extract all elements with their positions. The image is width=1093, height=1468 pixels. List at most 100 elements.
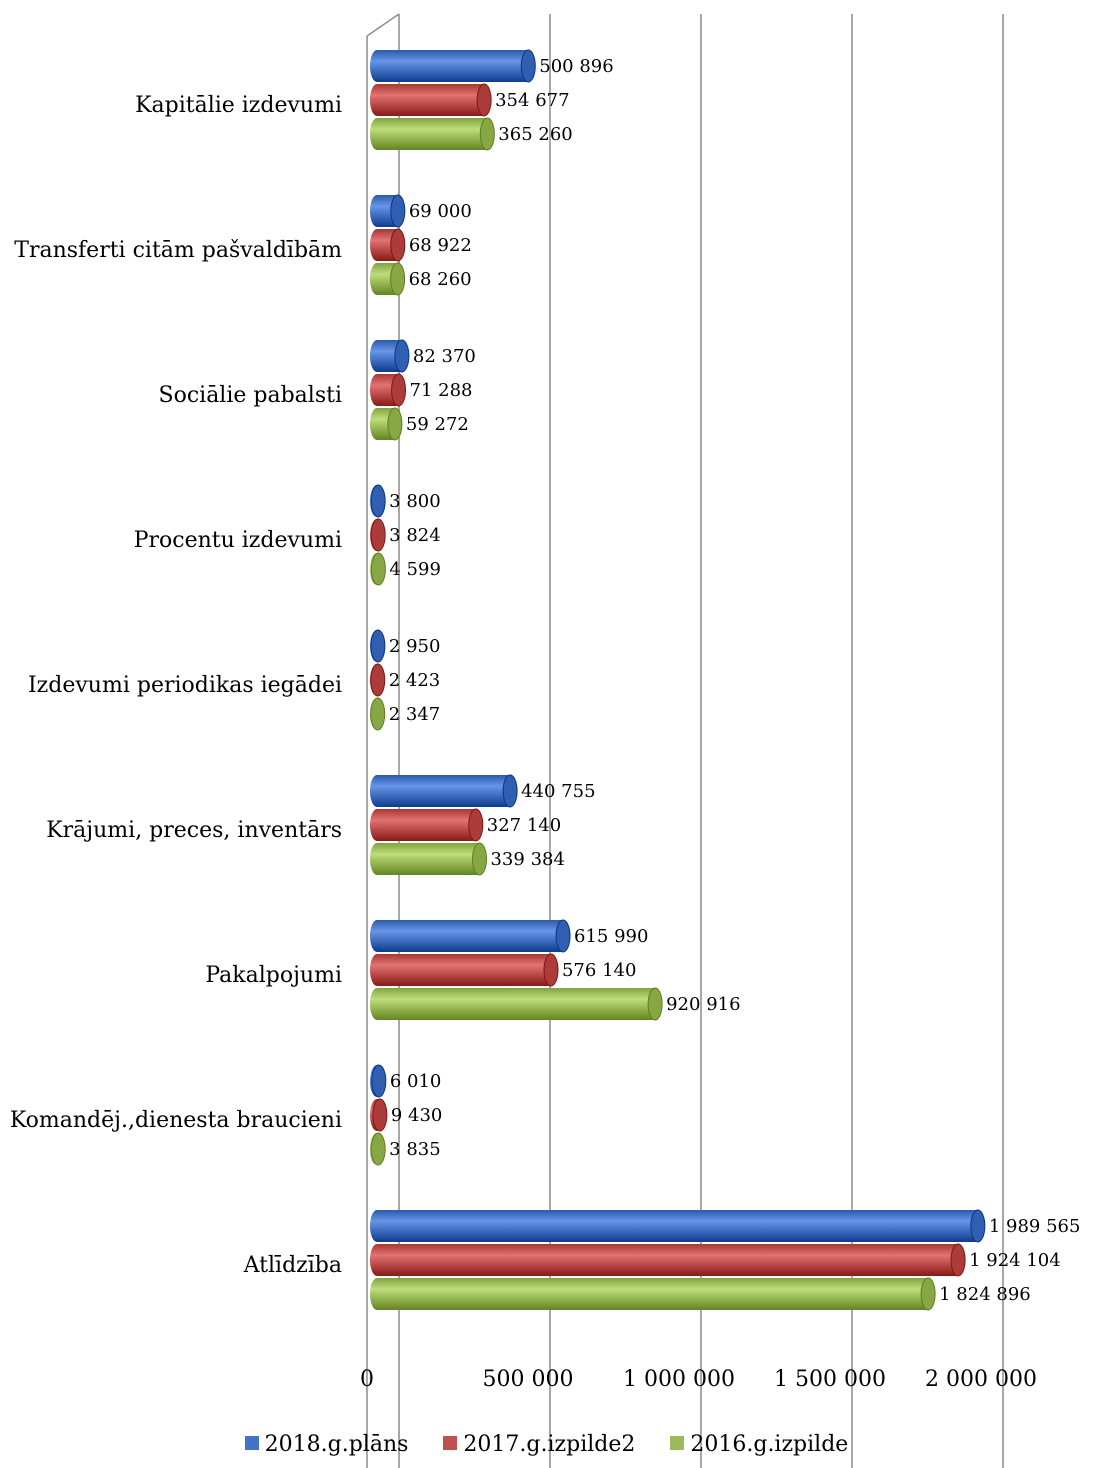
bar-end-cap — [370, 1132, 386, 1166]
bar-body — [377, 988, 656, 1020]
value-label-1-1: 68 922 — [409, 235, 472, 256]
bar-start-cap — [370, 229, 384, 261]
bar-start-cap — [370, 1244, 384, 1276]
value-label-0-0: 500 896 — [539, 56, 613, 77]
bar-start-cap — [370, 954, 384, 986]
legend: 2018.g.plāns 2017.g.izpilde2 2016.g.izpi… — [0, 1432, 1093, 1457]
category-label-1: Transferti citām pašvaldībām — [14, 238, 342, 263]
bar-body — [377, 1244, 959, 1276]
category-label-8: Atlīdzība — [243, 1253, 342, 1278]
bar-body — [377, 84, 485, 116]
value-label-1-0: 354 677 — [495, 90, 569, 111]
bar-2-6: 920 916 — [370, 987, 741, 1021]
bar-start-cap — [370, 195, 384, 227]
x-tick-label-3: 1 500 000 — [774, 1367, 886, 1392]
bar-1-5: 327 140 — [370, 808, 561, 842]
bar-body — [377, 1210, 978, 1242]
bar-start-cap — [370, 843, 384, 875]
x-tick-label-2: 1 000 000 — [623, 1367, 735, 1392]
value-label-1-5: 327 140 — [487, 815, 561, 836]
bar-end-cap — [468, 808, 484, 842]
bar-2-7: 3 835 — [370, 1132, 441, 1166]
value-label-1-3: 3 824 — [389, 525, 441, 546]
category-label-0: Kapitālie izdevumi — [135, 93, 342, 118]
bar-end-cap — [471, 842, 487, 876]
bar-2-8: 1 824 896 — [370, 1277, 1031, 1311]
value-label-1-8: 1 924 104 — [969, 1250, 1061, 1271]
value-label-2-1: 68 260 — [409, 269, 472, 290]
bar-end-cap — [370, 663, 386, 697]
bar-end-cap — [502, 774, 518, 808]
bar-body — [377, 809, 476, 841]
value-label-2-0: 365 260 — [498, 124, 572, 145]
bar-1-4: 2 423 — [370, 663, 441, 697]
bar-end-cap — [370, 552, 386, 586]
bar-end-cap — [387, 407, 403, 441]
category-label-3: Procentu izdevumi — [134, 528, 342, 553]
bar-0-5: 440 755 — [370, 774, 596, 808]
bar-start-cap — [370, 775, 384, 807]
legend-swatch-2016 — [670, 1436, 685, 1450]
legend-item-2017: 2017.g.izpilde2 — [443, 1432, 635, 1457]
bar-end-cap — [391, 373, 407, 407]
bar-0-6: 615 990 — [370, 919, 648, 953]
value-label-1-7: 9 430 — [391, 1105, 443, 1126]
value-label-0-2: 82 370 — [413, 346, 476, 367]
bar-body — [377, 1278, 929, 1310]
bar-0-1: 69 000 — [370, 194, 472, 228]
value-label-0-3: 3 800 — [389, 491, 441, 512]
bar-end-cap — [479, 117, 495, 151]
bar-body — [377, 920, 564, 952]
bar-1-7: 9 430 — [370, 1098, 443, 1132]
value-label-1-4: 2 423 — [389, 670, 441, 691]
legend-label-2016: 2016.g.izpilde — [690, 1432, 849, 1457]
bar-end-cap — [394, 339, 410, 373]
bar-2-1: 68 260 — [370, 262, 472, 296]
value-label-0-4: 2 950 — [389, 636, 441, 657]
bar-start-cap — [370, 988, 384, 1020]
bar-body — [377, 775, 511, 807]
value-label-2-5: 339 384 — [490, 849, 564, 870]
x-tick-label-1: 500 000 — [483, 1367, 574, 1392]
value-label-2-8: 1 824 896 — [939, 1284, 1031, 1305]
category-label-2: Sociālie pabalsti — [159, 383, 342, 408]
bar-start-cap — [370, 118, 384, 150]
x-tick-label-0: 0 — [360, 1367, 374, 1392]
value-label-0-6: 615 990 — [574, 926, 648, 947]
bar-0-8: 1 989 565 — [370, 1209, 1081, 1243]
bar-body — [377, 50, 529, 82]
bar-body — [377, 843, 480, 875]
value-label-2-4: 2 347 — [389, 704, 441, 725]
legend-item-2018: 2018.g.plāns — [244, 1432, 409, 1457]
bar-end-cap — [390, 262, 406, 296]
value-label-0-5: 440 755 — [521, 781, 595, 802]
bar-1-6: 576 140 — [370, 953, 636, 987]
value-label-0-1: 69 000 — [409, 201, 472, 222]
bar-2-4: 2 347 — [370, 697, 441, 731]
legend-label-2018: 2018.g.plāns — [264, 1432, 409, 1457]
value-label-0-8: 1 989 565 — [989, 1216, 1081, 1237]
bar-body — [377, 118, 488, 150]
category-label-6: Pakalpojumi — [205, 963, 342, 988]
bar-0-3: 3 800 — [370, 484, 441, 518]
value-label-1-2: 71 288 — [410, 380, 473, 401]
bar-1-1: 68 922 — [370, 228, 472, 262]
bar-0-7: 6 010 — [370, 1064, 442, 1098]
bar-2-0: 365 260 — [370, 117, 573, 151]
bar-1-0: 354 677 — [370, 83, 570, 117]
legend-swatch-2018 — [244, 1436, 259, 1450]
value-label-2-3: 4 599 — [389, 559, 441, 580]
grid — [366, 13, 1004, 1468]
bar-0-4: 2 950 — [370, 629, 441, 663]
bar-end-cap — [950, 1243, 966, 1277]
bar-start-cap — [370, 408, 384, 440]
value-label-0-7: 6 010 — [390, 1071, 442, 1092]
category-label-4: Izdevumi periodikas iegādei — [28, 673, 342, 698]
category-label-7: Komandēj.,dienesta braucieni — [10, 1108, 342, 1133]
category-label-5: Krājumi, preces, inventārs — [46, 818, 342, 843]
bar-end-cap — [372, 1098, 388, 1132]
bar-end-cap — [920, 1277, 936, 1311]
bar-1-3: 3 824 — [370, 518, 441, 552]
bar-start-cap — [370, 50, 384, 82]
